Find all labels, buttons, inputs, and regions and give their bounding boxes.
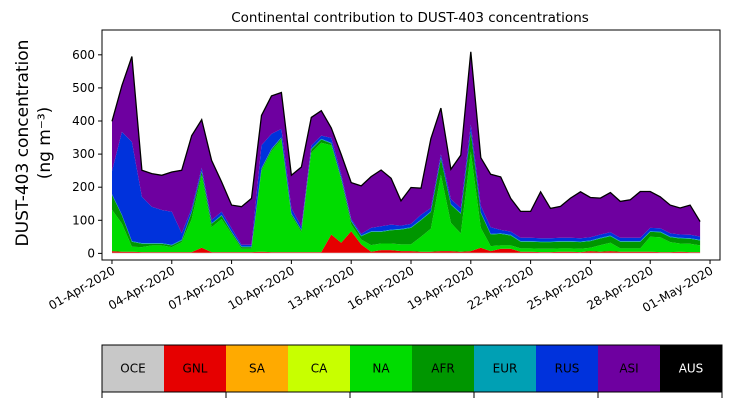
colorbar-label-asi: ASI [619, 362, 638, 376]
colorbar-label-ca: CA [311, 362, 328, 376]
colorbar-cell-sa [226, 345, 288, 392]
y-tick-label: 500 [72, 81, 95, 95]
y-tick-label: 300 [72, 147, 95, 161]
colorbar-label-gnl: GNL [183, 362, 208, 376]
area-asi [112, 51, 701, 245]
colorbar-frame [101, 344, 723, 393]
colorbar-label-na: NA [372, 362, 390, 376]
total-outline [111, 51, 701, 222]
area-na [112, 139, 701, 253]
x-tick-label: 16-Apr-2020 [345, 263, 416, 312]
colorbar-cell-oce [102, 345, 164, 392]
x-tick-label: 10-Apr-2020 [226, 263, 297, 312]
colorbar-label-afr: AFR [431, 362, 454, 376]
colorbar-label-oce: OCE [120, 362, 145, 376]
colorbar-cell-asi [598, 345, 660, 392]
x-tick-label: 19-Apr-2020 [405, 263, 476, 312]
chart-title: Continental contribution to DUST-403 con… [231, 10, 589, 26]
colorbar-label-aus: AUS [679, 362, 704, 376]
y-tick-label: 200 [72, 180, 95, 194]
colorbar-cell-afr [412, 345, 474, 392]
x-tick-label: 07-Apr-2020 [166, 263, 237, 312]
colorbar: OCE GNL SA CA NA AFR EUR RUS ASI AUS [101, 344, 723, 398]
colorbar-cell-eur [474, 345, 536, 392]
colorbar-label-eur: EUR [493, 362, 518, 376]
colorbar-cell-ca [288, 345, 350, 392]
y-tick-label: 0 [87, 246, 95, 260]
y-axis-label-line1: DUST-403 concentration [13, 40, 33, 247]
y-tick-label: 600 [72, 48, 95, 62]
x-tick-label: 22-Apr-2020 [465, 263, 536, 312]
colorbar-cell-na [350, 345, 412, 392]
colorbar-cell-aus [660, 345, 722, 392]
x-tick-label: 01-Apr-2020 [46, 263, 117, 312]
y-tick-label: 400 [72, 114, 95, 128]
y-axis-label-line2: (ng m⁻³) [35, 107, 55, 180]
y-tick-label: 100 [72, 213, 95, 227]
colorbar-label-rus: RUS [555, 362, 580, 376]
area-oce [112, 252, 701, 254]
area-rus [112, 124, 701, 247]
y-axis-label: DUST-403 concentration (ng m⁻³) [13, 40, 55, 247]
x-axis: 01-Apr-202004-Apr-202007-Apr-202010-Apr-… [46, 260, 716, 315]
colorbar-cell-rus [536, 345, 598, 392]
x-tick-label: 04-Apr-2020 [106, 263, 177, 312]
x-tick-label: 25-Apr-2020 [525, 263, 596, 312]
colorbar-label-sa: SA [249, 362, 266, 376]
x-tick-label: 13-Apr-2020 [285, 263, 356, 312]
stacked-areas [112, 51, 701, 254]
y-axis: 0 100 200 300 400 500 600 [72, 48, 102, 260]
colorbar-cell-gnl [164, 345, 226, 392]
